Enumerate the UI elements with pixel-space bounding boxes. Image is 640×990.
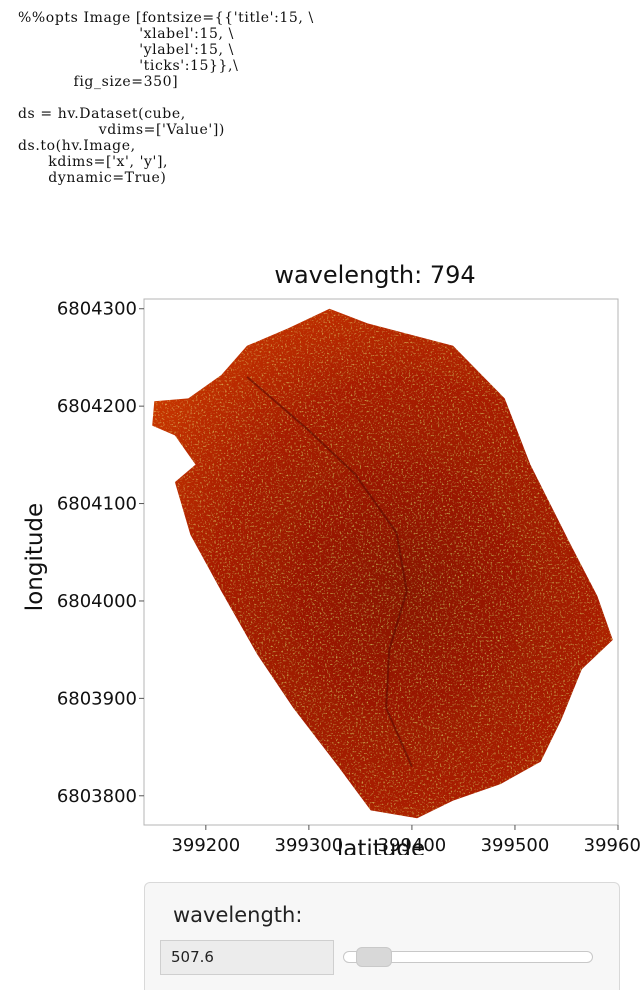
y-tick-label: 6804200 — [57, 396, 137, 417]
x-tick-label: 399200 — [171, 835, 240, 855]
raster-footprint — [152, 308, 613, 819]
x-tick-label: 399500 — [481, 835, 550, 855]
x-axis-ticks: 399200 399300 399400 399500 399600 — [171, 825, 640, 855]
code-line: 'ylabel':15, \ — [18, 42, 234, 58]
x-axis-label: latitude — [337, 836, 425, 855]
x-tick-label: 399600 — [584, 835, 640, 855]
wavelength-slider-handle[interactable] — [355, 947, 392, 967]
code-cell: %%opts Image [fontsize={{'title':15, \ '… — [18, 10, 314, 186]
y-tick-label: 6804300 — [57, 299, 137, 320]
widget-panel: wavelength: 507.6 — [144, 882, 620, 990]
code-line: vdims=['Value']) — [18, 122, 225, 138]
wavelength-label: wavelength: — [173, 903, 303, 927]
code-line: 'ticks':15}},\ — [18, 58, 239, 74]
y-tick-label: 6804100 — [57, 494, 137, 515]
y-axis-ticks: 6803800 6803900 6804000 6804100 6804200 68043… — [57, 299, 144, 807]
raster-layer — [152, 308, 613, 819]
y-tick-label: 6804000 — [57, 591, 137, 612]
y-tick-label: 6803800 — [57, 786, 137, 807]
code-line: fig_size=350] — [18, 74, 179, 90]
y-tick-label: 6803900 — [57, 688, 137, 709]
chart-title: wavelength: 794 — [274, 261, 475, 289]
raster-channel-feature — [246, 376, 413, 768]
wavelength-slider-track[interactable] — [343, 951, 593, 963]
code-line: 'xlabel':15, \ — [18, 26, 234, 42]
code-line: dynamic=True) — [18, 170, 167, 186]
code-line: kdims=['x', 'y'], — [18, 154, 169, 170]
image-plot: wavelength: 794 399200 399300 399400 399500… — [22, 261, 640, 855]
code-line: ds = hv.Dataset(cube, — [18, 106, 186, 122]
code-line: %%opts Image [fontsize={{'title':15, \ — [18, 10, 314, 26]
x-tick-label: 399300 — [275, 835, 344, 855]
x-tick-label: 399400 — [378, 835, 447, 855]
wavelength-value-input[interactable]: 507.6 — [160, 940, 334, 975]
y-axis-label: longitude — [22, 503, 48, 611]
code-line: ds.to(hv.Image, — [18, 138, 136, 154]
